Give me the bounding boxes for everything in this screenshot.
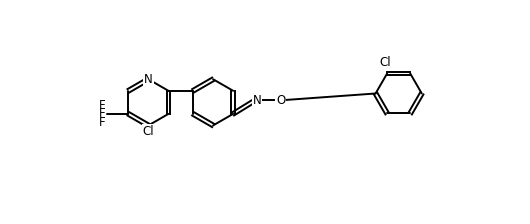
Text: Cl: Cl bbox=[143, 125, 154, 138]
Text: Cl: Cl bbox=[379, 56, 391, 69]
Text: F: F bbox=[99, 107, 105, 120]
Text: F: F bbox=[99, 116, 105, 129]
Text: N: N bbox=[253, 94, 261, 107]
Text: F: F bbox=[99, 99, 105, 112]
Text: O: O bbox=[276, 94, 286, 107]
Text: N: N bbox=[144, 73, 153, 86]
